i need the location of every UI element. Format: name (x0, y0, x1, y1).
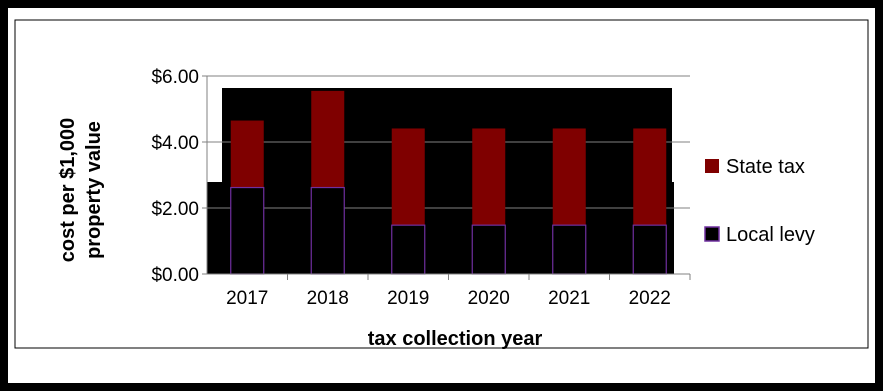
y-axis-title-line-1: cost per $1,000 (57, 118, 79, 263)
y-tick-labels: $0.00 $2.00 $4.00 $6.00 (151, 67, 207, 286)
bar-state-tax-2019 (391, 128, 425, 226)
bar-state-tax-2017 (230, 120, 264, 188)
legend-label-state-tax: State tax (726, 156, 805, 178)
bar-state-tax-2022 (633, 128, 667, 226)
bar-local-levy-2017 (230, 186, 265, 275)
x-tick-label: 2022 (629, 288, 671, 309)
gridlines (207, 75, 690, 209)
x-tick-labels: 2017 2018 2019 2020 2021 2022 (226, 274, 691, 309)
bar-local-levy-2022 (632, 224, 667, 275)
legend-swatch-local-levy (704, 226, 720, 242)
x-tick-label: 2020 (468, 288, 510, 309)
y-tick-label: $2.00 (151, 199, 199, 220)
x-tick-label: 2017 (226, 288, 268, 309)
bar-state-tax-2020 (472, 128, 506, 226)
y-axis-title-line-2: property value (83, 121, 105, 259)
y-tick-label: $6.00 (151, 67, 199, 88)
plot-background-lower (207, 182, 674, 274)
y-tick-label: $4.00 (151, 133, 199, 154)
legend: State tax Local levy (704, 156, 815, 246)
bars (230, 90, 667, 275)
chart-inner-border (14, 19, 869, 349)
x-tick-label: 2021 (548, 288, 590, 309)
x-tick-label: 2018 (307, 288, 349, 309)
legend-swatch-state-tax (705, 159, 719, 173)
bar-state-tax-2018 (311, 90, 345, 188)
bar-local-levy-2018 (310, 186, 345, 275)
bar-local-levy-2021 (552, 224, 587, 275)
y-tick-label: $0.00 (151, 265, 199, 286)
x-tick-label: 2019 (387, 288, 429, 309)
x-axis-title: tax collection year (368, 328, 543, 350)
bar-local-levy-2020 (471, 224, 506, 275)
bar-local-levy-2019 (391, 224, 426, 275)
bar-state-tax-2021 (552, 128, 586, 226)
legend-label-local-levy: Local levy (726, 224, 815, 246)
